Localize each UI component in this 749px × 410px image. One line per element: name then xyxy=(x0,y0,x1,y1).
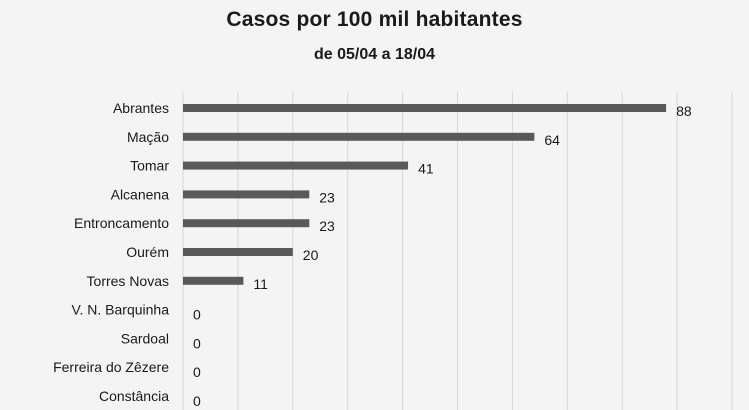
category-label: Entroncamento xyxy=(74,215,169,231)
category-label: Alcanena xyxy=(111,186,170,202)
value-label: 0 xyxy=(193,335,201,351)
category-label: Tomar xyxy=(130,158,169,174)
value-label: 0 xyxy=(193,307,201,323)
bar xyxy=(183,190,310,199)
category-label: V. N. Barquinha xyxy=(71,302,169,318)
bar xyxy=(183,161,409,170)
category-label: Ferreira do Zêzere xyxy=(53,359,169,375)
value-label: 88 xyxy=(676,103,692,119)
value-label: 23 xyxy=(319,189,335,205)
bar xyxy=(183,104,667,112)
category-label: Mação xyxy=(127,129,169,145)
category-label: Torres Novas xyxy=(87,273,169,289)
value-label: 23 xyxy=(319,218,335,234)
bar xyxy=(183,276,244,285)
value-label: 64 xyxy=(544,132,560,148)
value-label: 41 xyxy=(418,161,434,177)
category-label: Ourém xyxy=(126,244,169,260)
bar xyxy=(183,219,310,228)
bar xyxy=(183,248,293,256)
chart-title: Casos por 100 mil habitantes xyxy=(226,8,523,31)
chart-subtitle: de 05/04 a 18/04 xyxy=(314,46,435,63)
value-label: 11 xyxy=(253,276,268,292)
value-label: 20 xyxy=(303,247,319,263)
category-label: Sardoal xyxy=(121,330,169,346)
category-label: Abrantes xyxy=(113,100,169,116)
value-label: 0 xyxy=(193,393,201,409)
bar xyxy=(183,132,535,141)
category-label: Constância xyxy=(99,388,169,404)
value-label: 0 xyxy=(193,364,201,380)
